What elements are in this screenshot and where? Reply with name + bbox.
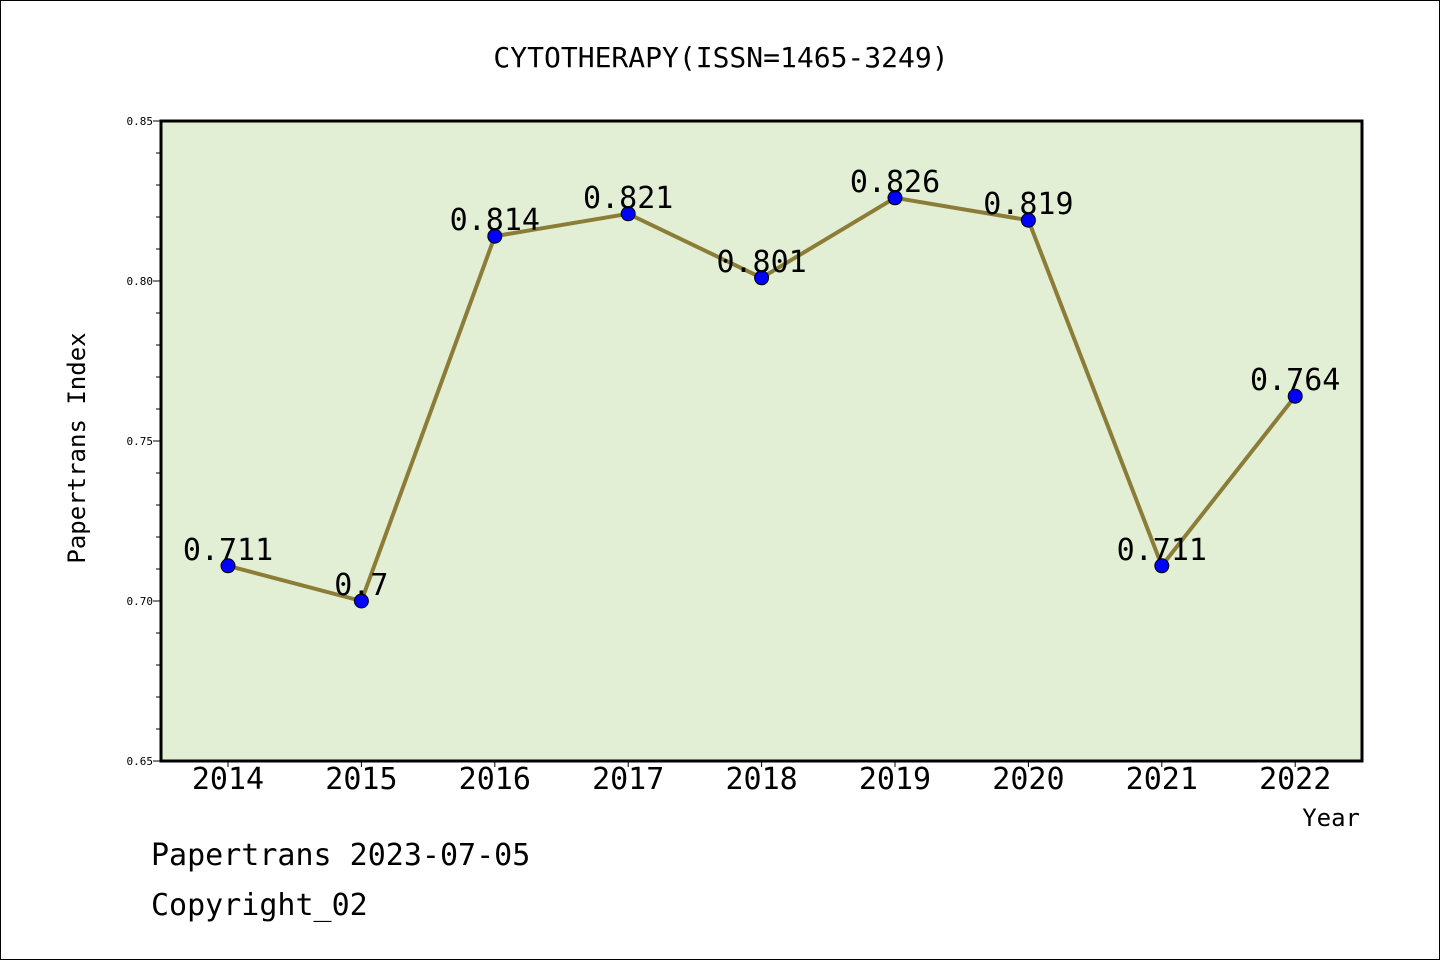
x-tick-label: 2014 (192, 762, 264, 797)
data-label: 0.801 (716, 245, 806, 280)
data-point-marker (754, 270, 770, 286)
data-label: 0.764 (1250, 363, 1340, 398)
data-label: 0.711 (1117, 533, 1207, 568)
data-label: 0.826 (850, 165, 940, 200)
x-tick-label: 2016 (459, 762, 531, 797)
y-tick-label: 0.70 (127, 595, 154, 608)
x-tick-label: 2019 (859, 762, 931, 797)
data-point-marker (620, 206, 636, 222)
x-tick-label: 2017 (592, 762, 664, 797)
data-label: 0.814 (450, 203, 540, 238)
x-tick-label: 2020 (992, 762, 1064, 797)
y-tick-label: 0.75 (127, 435, 154, 448)
x-axis-label: Year (1302, 804, 1360, 832)
data-point-marker (1020, 212, 1036, 228)
data-label: 0.711 (183, 533, 273, 568)
y-axis-label: Papertrans Index (63, 332, 91, 563)
plot-area (159, 119, 1364, 763)
data-point-marker (220, 558, 236, 574)
data-label: 0.819 (983, 187, 1073, 222)
data-point-marker (353, 593, 369, 609)
data-label: 0.7 (334, 568, 388, 603)
y-tick-label: 0.65 (127, 755, 154, 768)
data-label: 0.821 (583, 181, 673, 216)
data-point-marker (487, 228, 503, 244)
data-point-marker (887, 190, 903, 206)
y-tick-label: 0.80 (127, 275, 154, 288)
y-tick-label: 0.85 (127, 115, 154, 128)
footer-copyright-text: Copyright_02 (151, 888, 368, 923)
x-tick-label: 2022 (1259, 762, 1331, 797)
x-tick-label: 2018 (725, 762, 797, 797)
data-point-marker (1154, 558, 1170, 574)
x-tick-label: 2021 (1126, 762, 1198, 797)
chart-title: CYTOTHERAPY(ISSN=1465-3249) (493, 41, 948, 74)
data-point-marker (1287, 388, 1303, 404)
x-tick-label: 2015 (325, 762, 397, 797)
footer-date-text: Papertrans 2023-07-05 (151, 838, 530, 873)
